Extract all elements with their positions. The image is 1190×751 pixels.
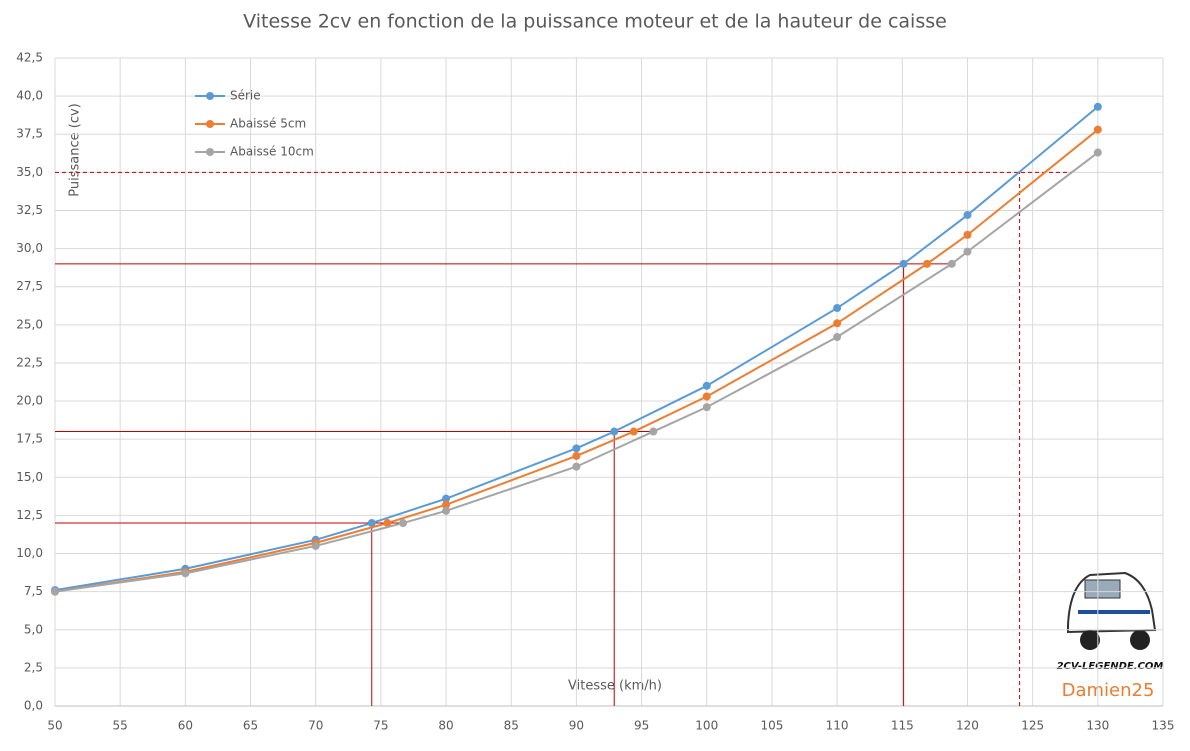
x-tick-label: 50 — [47, 719, 62, 733]
y-tick-label: 37,5 — [16, 127, 43, 141]
y-tick-label: 2,5 — [24, 660, 43, 674]
y-tick-label: 12,5 — [16, 508, 43, 522]
x-tick-label: 120 — [956, 719, 979, 733]
data-point — [899, 259, 908, 268]
x-tick-label: 80 — [438, 719, 453, 733]
x-tick-label: 115 — [891, 719, 914, 733]
y-axis-label: Puissance (cv) — [68, 103, 83, 196]
legend-marker — [206, 92, 214, 100]
x-tick-label: 75 — [373, 719, 388, 733]
data-point — [572, 462, 581, 471]
data-point — [649, 427, 658, 436]
y-tick-label: 0,0 — [24, 699, 43, 713]
x-tick-label: 130 — [1086, 719, 1109, 733]
x-tick-label: 85 — [504, 719, 519, 733]
y-tick-label: 5,0 — [24, 622, 43, 636]
y-tick-label: 10,0 — [16, 546, 43, 560]
y-tick-label: 32,5 — [16, 203, 43, 217]
data-point — [923, 259, 932, 268]
data-point — [833, 319, 842, 328]
y-tick-label: 35,0 — [16, 165, 43, 179]
y-tick-label: 30,0 — [16, 241, 43, 255]
data-point — [572, 451, 581, 460]
car-logo: 2CV-LEGENDE.COM — [1057, 571, 1164, 672]
x-tick-label: 90 — [569, 719, 584, 733]
data-point — [442, 506, 451, 515]
legend-label: Série — [230, 89, 261, 103]
data-point — [610, 427, 619, 436]
data-point — [1093, 148, 1102, 157]
x-tick-label: 110 — [826, 719, 849, 733]
x-tick-label: 100 — [695, 719, 718, 733]
y-tick-label: 15,0 — [16, 470, 43, 484]
y-tick-label: 20,0 — [16, 394, 43, 408]
data-point — [833, 304, 842, 313]
x-tick-label: 135 — [1152, 719, 1175, 733]
data-point — [947, 259, 956, 268]
data-point — [702, 381, 711, 390]
legend-marker — [206, 120, 214, 128]
x-tick-label: 60 — [178, 719, 193, 733]
x-tick-label: 65 — [243, 719, 258, 733]
data-point — [51, 587, 59, 596]
data-point — [702, 403, 711, 412]
y-tick-label: 22,5 — [16, 355, 43, 369]
x-tick-label: 95 — [634, 719, 649, 733]
legend-marker — [206, 148, 214, 156]
data-point — [181, 569, 190, 578]
series-line — [54, 106, 1099, 592]
data-point — [442, 500, 451, 509]
data-point — [833, 333, 842, 342]
data-point — [367, 519, 376, 528]
y-tick-label: 42,5 — [16, 51, 43, 65]
y-tick-label: 17,5 — [16, 432, 43, 446]
data-point — [311, 541, 320, 550]
x-tick-label: 70 — [308, 719, 323, 733]
legend-label: Abaissé 5cm — [230, 117, 306, 131]
data-point — [963, 230, 972, 239]
y-tick-label: 25,0 — [16, 317, 43, 331]
data-point — [572, 444, 581, 453]
data-point — [1093, 125, 1102, 134]
author: Damien25 — [1062, 680, 1155, 701]
data-point — [383, 519, 392, 528]
data-point — [399, 519, 408, 528]
y-tick-label: 27,5 — [16, 279, 43, 293]
chart-title: Vitesse 2cv en fonction de la puissance … — [243, 11, 947, 33]
data-point — [442, 494, 451, 503]
legend-label: Abaissé 10cm — [230, 145, 314, 159]
series-line — [54, 128, 1099, 593]
logo-text: 2CV-LEGENDE.COM — [1057, 661, 1164, 672]
x-tick-label: 55 — [113, 719, 128, 733]
data-point — [629, 427, 638, 436]
x-tick-label: 125 — [1021, 719, 1044, 733]
y-tick-label: 40,0 — [16, 89, 43, 103]
y-tick-label: 7,5 — [24, 584, 43, 598]
data-point — [702, 392, 711, 401]
data-point — [1093, 102, 1102, 111]
x-tick-label: 105 — [760, 719, 783, 733]
data-point — [963, 211, 972, 220]
data-point — [963, 247, 972, 256]
x-axis-label: Vitesse (km/h) — [568, 679, 662, 694]
